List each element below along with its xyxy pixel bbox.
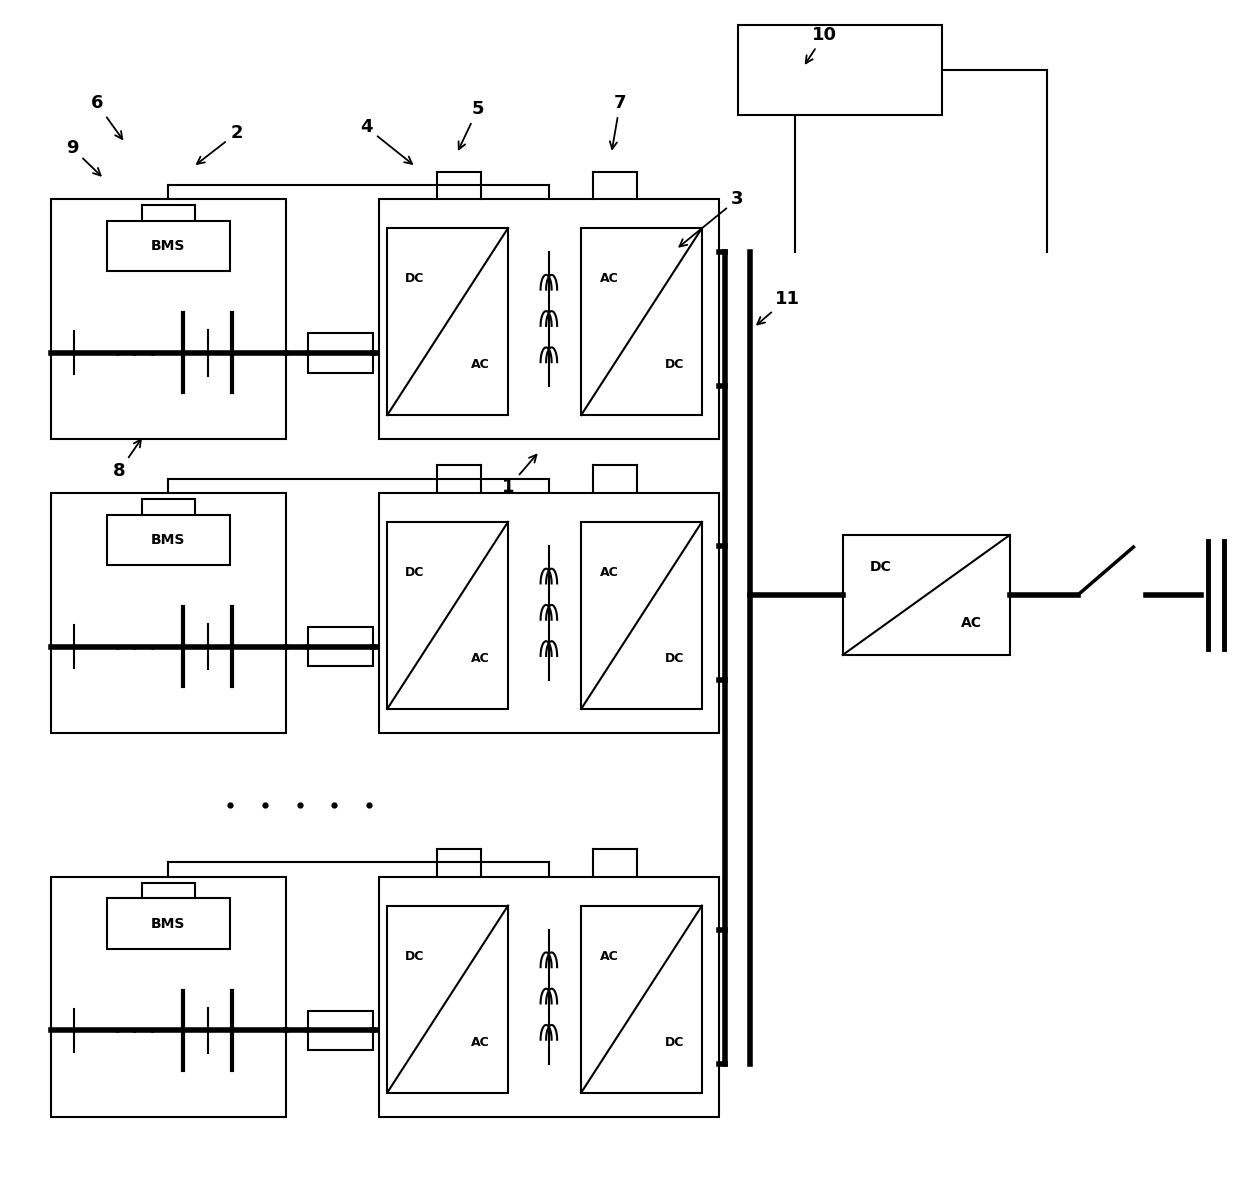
Text: DC: DC (405, 950, 425, 963)
Text: AC: AC (471, 1036, 490, 1048)
Text: 1: 1 (502, 454, 537, 496)
Text: 10: 10 (806, 26, 837, 64)
Bar (387, 905, 508, 1093)
Bar (309, 1011, 372, 1051)
Text: DC: DC (665, 1036, 684, 1048)
Bar (309, 333, 372, 373)
Bar (378, 493, 719, 733)
Bar (309, 626, 372, 666)
Text: BMS: BMS (151, 532, 186, 547)
Bar (738, 25, 941, 115)
Text: 7: 7 (610, 94, 626, 149)
Text: DC: DC (405, 566, 425, 579)
Text: DC: DC (870, 560, 892, 575)
Text: AC: AC (961, 615, 982, 630)
Text: 6: 6 (91, 94, 123, 139)
Bar (582, 228, 702, 415)
Bar (108, 898, 229, 948)
Bar (387, 522, 508, 709)
Text: AC: AC (471, 651, 490, 665)
Text: DC: DC (405, 272, 425, 285)
Bar (843, 535, 1009, 655)
Bar (108, 514, 229, 565)
Text: AC: AC (600, 272, 619, 285)
Text: 9: 9 (66, 138, 100, 175)
Text: DC: DC (665, 358, 684, 371)
Bar (582, 905, 702, 1093)
Bar (51, 876, 286, 1117)
Bar (378, 200, 719, 439)
Text: AC: AC (600, 566, 619, 579)
Bar (387, 228, 508, 415)
Bar (582, 522, 702, 709)
Text: BMS: BMS (151, 239, 186, 254)
Bar (51, 493, 286, 733)
Bar (108, 221, 229, 272)
Text: BMS: BMS (151, 917, 186, 930)
Text: 8: 8 (113, 440, 141, 481)
Text: DC: DC (665, 651, 684, 665)
Text: 11: 11 (758, 290, 800, 325)
Text: 2: 2 (197, 124, 243, 163)
Bar (51, 200, 286, 439)
Text: 3: 3 (680, 190, 744, 246)
Text: 5: 5 (459, 100, 484, 149)
Text: AC: AC (600, 950, 619, 963)
Text: 4: 4 (360, 118, 412, 163)
Text: AC: AC (471, 358, 490, 371)
Bar (378, 876, 719, 1117)
